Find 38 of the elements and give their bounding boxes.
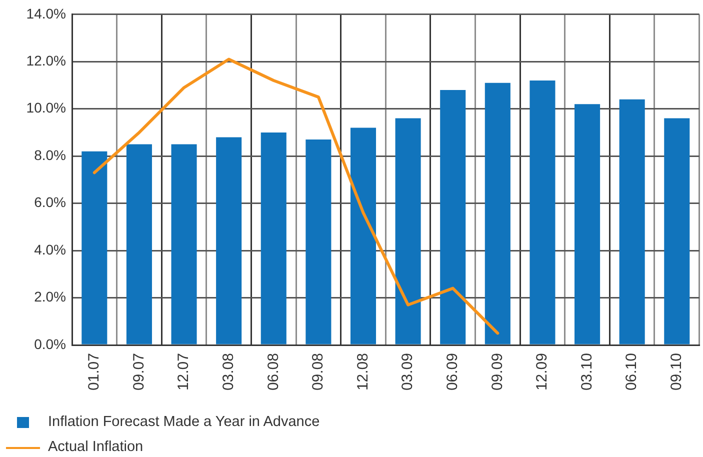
bar (82, 151, 108, 344)
x-tick-label: 06.09 (444, 353, 461, 391)
bar (260, 132, 286, 344)
bar (574, 104, 600, 344)
y-tick-label: 2.0% (34, 288, 66, 305)
x-tick-label: 06.10 (623, 353, 640, 391)
bar (484, 82, 510, 344)
x-tick-label: 12.07 (175, 353, 192, 391)
y-tick-label: 14.0% (26, 5, 66, 22)
x-tick-label: 09.07 (130, 353, 148, 391)
bar (126, 144, 152, 344)
y-tick-label: 8.0% (34, 146, 66, 163)
bar (619, 99, 645, 344)
legend-label: Actual Inflation (48, 438, 144, 457)
bar (306, 140, 332, 344)
bar (530, 80, 556, 344)
legend-label: Inflation Forecast Made a Year in Advance (48, 413, 320, 432)
bar (395, 118, 421, 344)
x-tick-label: 01.07 (86, 353, 103, 391)
x-tick-label: 03.08 (220, 353, 237, 391)
bar (350, 128, 376, 344)
x-tick-label: 06.08 (264, 353, 282, 391)
bar (440, 90, 466, 344)
x-tick-label: 09.08 (310, 353, 327, 391)
x-tick-label: 12.08 (354, 353, 372, 391)
x-tick-label: 03.10 (578, 353, 596, 391)
y-tick-label: 0.0% (34, 336, 66, 352)
y-tick-label: 4.0% (34, 241, 66, 258)
y-tick-label: 10.0% (26, 100, 66, 116)
bar (171, 144, 197, 344)
y-tick-label: 6.0% (34, 194, 66, 210)
x-tick-label: 03.09 (399, 353, 416, 391)
x-tick-label: 09.09 (488, 353, 506, 391)
x-tick-label: 12.09 (534, 353, 551, 391)
y-tick-label: 12.0% (26, 52, 66, 68)
bar (216, 137, 242, 344)
bar (664, 118, 690, 344)
x-tick-label: 09.10 (668, 353, 686, 391)
